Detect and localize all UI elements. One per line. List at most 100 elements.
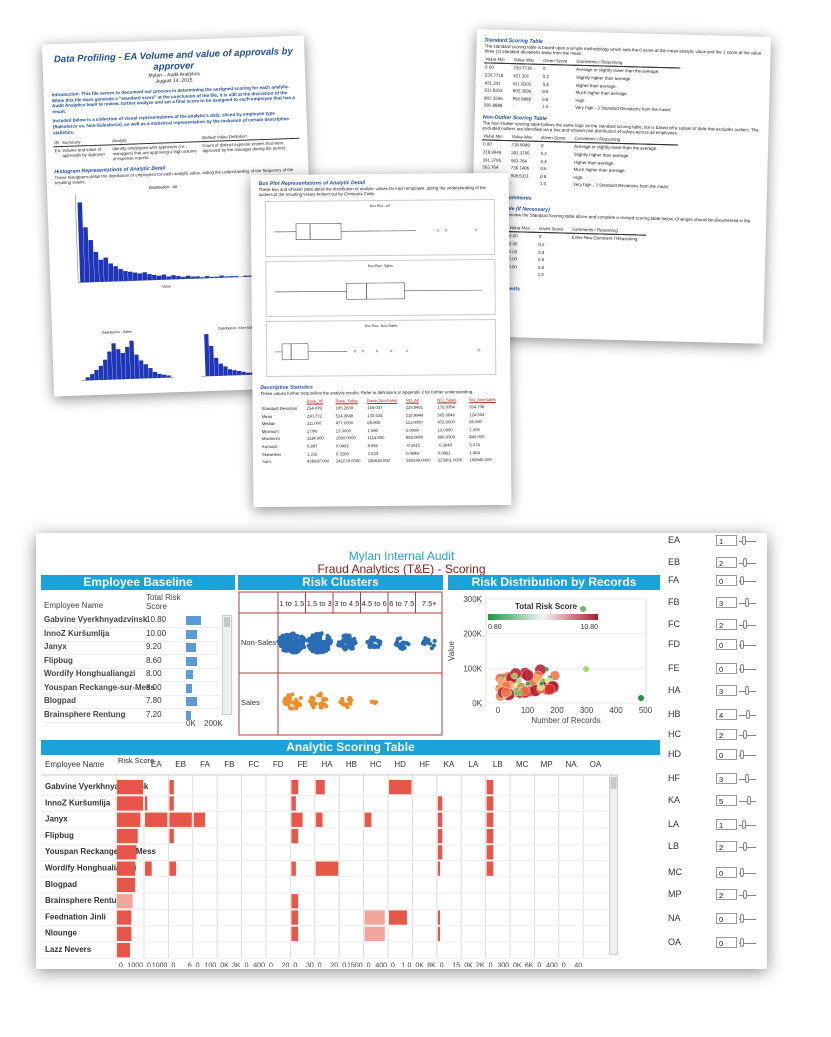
filter-input-hf[interactable]: 3 [716, 773, 737, 784]
slider-handle[interactable] [743, 730, 747, 739]
scoring-column-header[interactable]: FE [297, 760, 307, 769]
slider-track[interactable] [739, 755, 756, 756]
slider-handle[interactable] [742, 820, 746, 829]
baseline-employee-name[interactable]: Janyx [44, 642, 67, 651]
filter-input-hb[interactable]: 4 [716, 709, 737, 720]
slider-track[interactable] [739, 581, 756, 582]
cluster-dot [402, 646, 407, 651]
filter-input-ha[interactable]: 3 [716, 685, 737, 696]
filter-input-hc[interactable]: 2 [716, 729, 737, 740]
slider-track[interactable] [739, 825, 756, 826]
slider-track[interactable] [739, 873, 756, 874]
scoring-column-header[interactable]: MP [541, 760, 553, 769]
filter-input-fc[interactable]: 2 [716, 619, 737, 630]
slider-track[interactable] [739, 563, 756, 564]
scoring-employee-name[interactable]: Brainsphere Rentung [45, 896, 126, 905]
slider-handle[interactable] [743, 558, 747, 567]
baseline-employee-name[interactable]: Flipbug [44, 655, 73, 665]
scoring-column-header[interactable]: MC [516, 760, 529, 769]
scoring-column-header[interactable]: KA [444, 760, 455, 769]
slider-handle[interactable] [740, 914, 744, 923]
scoring-table-cell: 1.0 [539, 181, 547, 187]
scoring-scroll-thumb[interactable] [610, 777, 617, 789]
baseline-employee-name[interactable]: Gabvine Vyerkhnyadzvinsk [44, 615, 148, 624]
filter-input-eb[interactable]: 2 [716, 557, 737, 568]
filter-input-hd[interactable]: 0 [716, 749, 737, 760]
scoring-column-header[interactable]: FC [248, 760, 259, 769]
slider-track[interactable] [739, 541, 756, 542]
scoring-column-header[interactable]: HD [394, 760, 406, 769]
filter-input-na[interactable]: 0 [716, 913, 737, 924]
scoring-employee-name[interactable]: Flipbug [45, 831, 74, 840]
filter-input-mp[interactable]: 2 [716, 889, 737, 900]
scoring-employee-name[interactable]: Gabvine Vyerkhnyadzvinsk [45, 782, 149, 791]
slider-handle[interactable] [742, 536, 746, 545]
scoring-column-header[interactable]: FA [200, 760, 210, 769]
scoring-employee-name[interactable]: Feednation Jinli [45, 912, 106, 921]
filter-input-fe[interactable]: 0 [716, 663, 737, 674]
slider-track[interactable] [739, 735, 756, 736]
scoring-column-header[interactable]: EA [151, 760, 162, 769]
slider-handle[interactable] [743, 842, 747, 851]
slider-handle[interactable] [747, 796, 751, 805]
baseline-employee-name[interactable]: Blogpad [44, 696, 76, 705]
scoring-column-header[interactable]: EB [175, 760, 186, 769]
slider-handle[interactable] [745, 598, 749, 607]
slider-handle[interactable] [745, 774, 749, 783]
slider-handle[interactable] [740, 938, 744, 947]
slider-track[interactable] [739, 919, 756, 920]
scoring-column-header[interactable]: OA [590, 760, 602, 769]
slider-handle[interactable] [743, 890, 747, 899]
slider-handle[interactable] [740, 576, 744, 585]
slider-handle[interactable] [740, 640, 744, 649]
scoring-employee-name[interactable]: InnoZ Kuršumlija [45, 798, 111, 807]
scoring-employee-name[interactable]: Blogpad [45, 880, 77, 889]
scoring-column-header[interactable]: HB [346, 760, 357, 769]
hist-all-bar [209, 276, 215, 279]
filter-input-mc[interactable]: 0 [716, 867, 737, 878]
slider-track[interactable] [739, 625, 756, 626]
filter-input-fd[interactable]: 0 [716, 639, 737, 650]
slider-handle[interactable] [740, 750, 744, 759]
filter-input-ka[interactable]: 5 [716, 795, 737, 806]
slider-handle[interactable] [740, 664, 744, 673]
filter-input-fa[interactable]: 0 [716, 575, 737, 586]
slider-track[interactable] [739, 645, 756, 646]
baseline-employee-name[interactable]: InnoZ Kuršumlija [44, 628, 110, 638]
risk-distribution-chart[interactable]: 300K 200K 100K 0K 0 100 200 300 400 500 Value Numbe… [446, 591, 660, 736]
scoring-employee-name[interactable]: Nlounge [45, 929, 78, 938]
scoring-column-header[interactable]: LA [469, 760, 479, 769]
filter-input-lb[interactable]: 2 [716, 841, 737, 852]
scoring-scrollbar[interactable] [609, 774, 619, 955]
scoring-column-header[interactable]: FD [273, 760, 284, 769]
scoring-employee-name[interactable]: Wordify Honghualiangzi [45, 864, 136, 873]
baseline-employee-name[interactable]: Youspan Reckange-sur-Mess [44, 682, 155, 692]
scoring-column-header[interactable]: NA [565, 760, 577, 769]
scoring-column-header[interactable]: HF [419, 760, 430, 769]
baseline-employee-name[interactable]: Brainsphere Rentung [44, 709, 126, 719]
filter-input-fb[interactable]: 3 [716, 597, 737, 608]
slider-track[interactable] [739, 943, 756, 944]
slider-handle[interactable] [740, 868, 744, 877]
scoring-column-header[interactable]: LB [493, 760, 503, 769]
slider-handle[interactable] [746, 710, 750, 719]
slider-track[interactable] [739, 847, 756, 848]
scoring-column-header[interactable]: HC [370, 760, 382, 769]
filter-input-la[interactable]: 1 [716, 819, 737, 830]
scoring-column-header[interactable]: FB [224, 760, 234, 769]
scoring-employee-name[interactable]: Lazz Nevers [45, 945, 92, 954]
baseline-employee-name[interactable]: Wordify Honghualiangzi [44, 669, 136, 678]
slider-track[interactable] [739, 669, 756, 670]
baseline-scrollbar[interactable] [222, 615, 232, 715]
risk-score-bar [117, 796, 143, 811]
filter-input-oa[interactable]: 0 [716, 937, 737, 948]
slider-handle[interactable] [745, 686, 749, 695]
scoring-employee-name[interactable]: Janyx [45, 815, 68, 824]
scoring-column-header[interactable]: HA [321, 760, 333, 769]
slider-track[interactable] [739, 895, 756, 896]
filter-input-ea[interactable]: 1 [716, 535, 737, 546]
scoring-employee-name[interactable]: Youspan Reckange-sur-Mess [45, 847, 157, 856]
slider-handle[interactable] [743, 620, 747, 629]
